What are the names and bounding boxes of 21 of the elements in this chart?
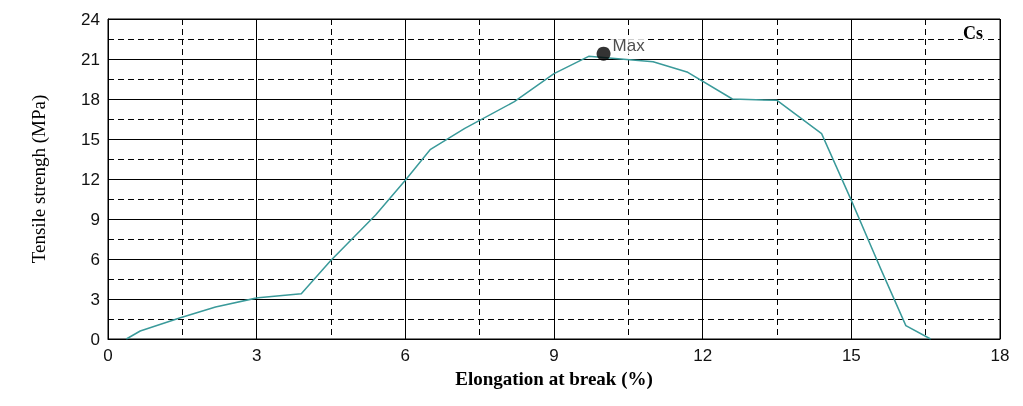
y-tick-label: 18: [81, 89, 100, 109]
annotation: Max: [612, 36, 646, 56]
y-tick-label: 15: [81, 129, 100, 149]
y-tick-label: 9: [90, 209, 100, 229]
y-tick-label: 6: [90, 249, 100, 269]
x-tick-label: 18: [990, 346, 1010, 365]
y-tick-label: 24: [81, 9, 100, 29]
y-tick-label: 3: [90, 289, 100, 309]
x-tick-label: 6: [400, 346, 411, 365]
x-tick-label: 0: [103, 346, 113, 365]
x-tick-label: 12: [693, 346, 713, 365]
y-tick-label: 21: [81, 49, 100, 69]
x-tick-label: 9: [549, 346, 559, 365]
y-tick-label: 0: [90, 329, 100, 349]
x-tick-label: 15: [841, 346, 861, 365]
x-tick-label: 3: [251, 346, 262, 365]
annotation: Cs: [963, 23, 984, 43]
y-tick-label: 12: [81, 169, 100, 189]
line-series: [125, 55, 932, 340]
y-axis-title: Tensile strengh (MPa): [28, 94, 50, 264]
x-axis-title: Elongation at break (%): [455, 368, 653, 390]
